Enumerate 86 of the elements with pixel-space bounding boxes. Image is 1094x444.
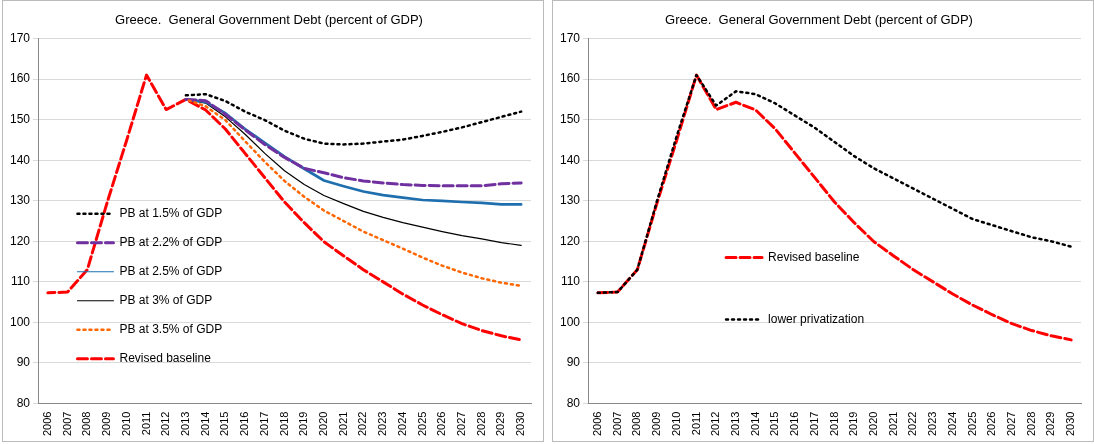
- y-tick-label: 150: [9, 112, 31, 127]
- x-tick-label: 2012: [159, 411, 172, 437]
- y-tick-label: 110: [560, 274, 581, 289]
- x-tick-label: 2023: [926, 411, 939, 437]
- y-tick-label: 90: [16, 355, 31, 370]
- x-tick-label: 2017: [807, 411, 820, 437]
- x-tick-label: 2018: [827, 411, 840, 437]
- x-tick-label: 2013: [178, 411, 191, 437]
- x-tick-label: 2015: [218, 411, 231, 437]
- y-tick-label: 170: [559, 30, 581, 45]
- x-tick-label: 2010: [119, 411, 132, 437]
- legend-label: Revised baseline: [768, 249, 860, 264]
- y-tick-label: 80: [566, 395, 581, 410]
- x-tick-label: 2014: [198, 411, 211, 437]
- legend-label: PB at 3.5% of GDP: [119, 322, 223, 337]
- legend-label: PB at 2.2% of GDP: [119, 235, 223, 250]
- y-tick-label: 160: [559, 71, 581, 86]
- x-tick-label: 2012: [709, 411, 722, 437]
- line-series: [596, 73, 1073, 342]
- y-tick-label: 160: [9, 71, 31, 86]
- x-tick-label: 2028: [474, 411, 487, 437]
- y-tick-label: 100: [9, 314, 31, 329]
- x-tick-label: 2008: [630, 411, 643, 437]
- x-tick-label: 2018: [277, 411, 290, 437]
- x-tick-label: 2019: [297, 411, 310, 437]
- x-tick-label: 2006: [590, 411, 603, 437]
- y-tick-label: 130: [559, 193, 581, 208]
- x-tick-label: 2021: [336, 411, 349, 437]
- line-series: [46, 73, 523, 342]
- x-tick-label: 2016: [238, 411, 251, 437]
- x-tick-label: 2017: [257, 411, 270, 437]
- y-tick-label: 150: [559, 112, 581, 127]
- x-tick-label: 2007: [60, 411, 73, 437]
- x-tick-label: 2029: [494, 411, 507, 437]
- y-tick-label: 120: [559, 233, 581, 248]
- x-tick-label: 2027: [1005, 411, 1018, 437]
- x-tick-label: 2011: [139, 411, 152, 436]
- legend-label: PB at 3% of GDP: [119, 293, 213, 308]
- x-tick-label: 2015: [768, 411, 781, 437]
- line-series: [596, 73, 1073, 295]
- x-tick-label: 2024: [395, 411, 408, 437]
- x-tick-label: 2025: [415, 411, 428, 437]
- x-tick-label: 2029: [1044, 411, 1057, 437]
- x-tick-label: 2026: [435, 411, 448, 437]
- x-tick-label: 2020: [866, 411, 879, 437]
- chart-title: Greece. General Government Debt (percent of GDP): [115, 12, 423, 28]
- y-tick-label: 110: [10, 274, 31, 289]
- x-tick-label: 2022: [906, 411, 919, 437]
- x-tick-label: 2030: [1064, 411, 1077, 437]
- legend-label: PB at 1.5% of GDP: [119, 206, 223, 221]
- y-tick-label: 100: [559, 314, 581, 329]
- y-tick-label: 120: [9, 233, 31, 248]
- line-series: [184, 92, 523, 146]
- y-tick-label: 170: [9, 30, 31, 45]
- x-tick-label: 2019: [847, 411, 860, 437]
- x-tick-label: 2027: [455, 411, 468, 437]
- x-tick-label: 2024: [945, 411, 958, 437]
- y-tick-label: 140: [9, 152, 31, 167]
- x-tick-label: 2009: [650, 411, 663, 437]
- x-tick-label: 2021: [886, 411, 899, 437]
- x-tick-label: 2007: [610, 411, 623, 437]
- legend-label: lower privatization: [768, 311, 865, 326]
- x-tick-label: 2014: [748, 411, 761, 437]
- x-tick-label: 2022: [356, 411, 369, 437]
- x-tick-label: 2011: [689, 411, 702, 436]
- x-tick-label: 2025: [965, 411, 978, 437]
- x-tick-label: 2030: [514, 411, 527, 437]
- line-series: [184, 97, 523, 188]
- x-tick-label: 2008: [80, 411, 93, 437]
- y-tick-label: 140: [559, 152, 581, 167]
- x-tick-label: 2023: [376, 411, 389, 437]
- legend-label: Revised baseline: [119, 351, 212, 366]
- line-series: [184, 98, 523, 288]
- x-tick-label: 2010: [669, 411, 682, 437]
- y-tick-label: 90: [566, 355, 581, 370]
- y-tick-label: 80: [16, 395, 31, 410]
- x-tick-label: 2016: [788, 411, 801, 437]
- x-tick-label: 2013: [728, 411, 741, 437]
- x-tick-label: 2026: [985, 411, 998, 437]
- chart-title: Greece. General Government Debt (percent of GDP): [665, 12, 973, 28]
- x-tick-label: 2009: [100, 411, 113, 437]
- legend-label: PB at 2.5% of GDP: [119, 264, 223, 279]
- x-tick-label: 2028: [1024, 411, 1037, 437]
- x-tick-label: 2020: [316, 411, 329, 437]
- x-tick-label: 2006: [40, 411, 53, 437]
- y-tick-label: 130: [9, 193, 31, 208]
